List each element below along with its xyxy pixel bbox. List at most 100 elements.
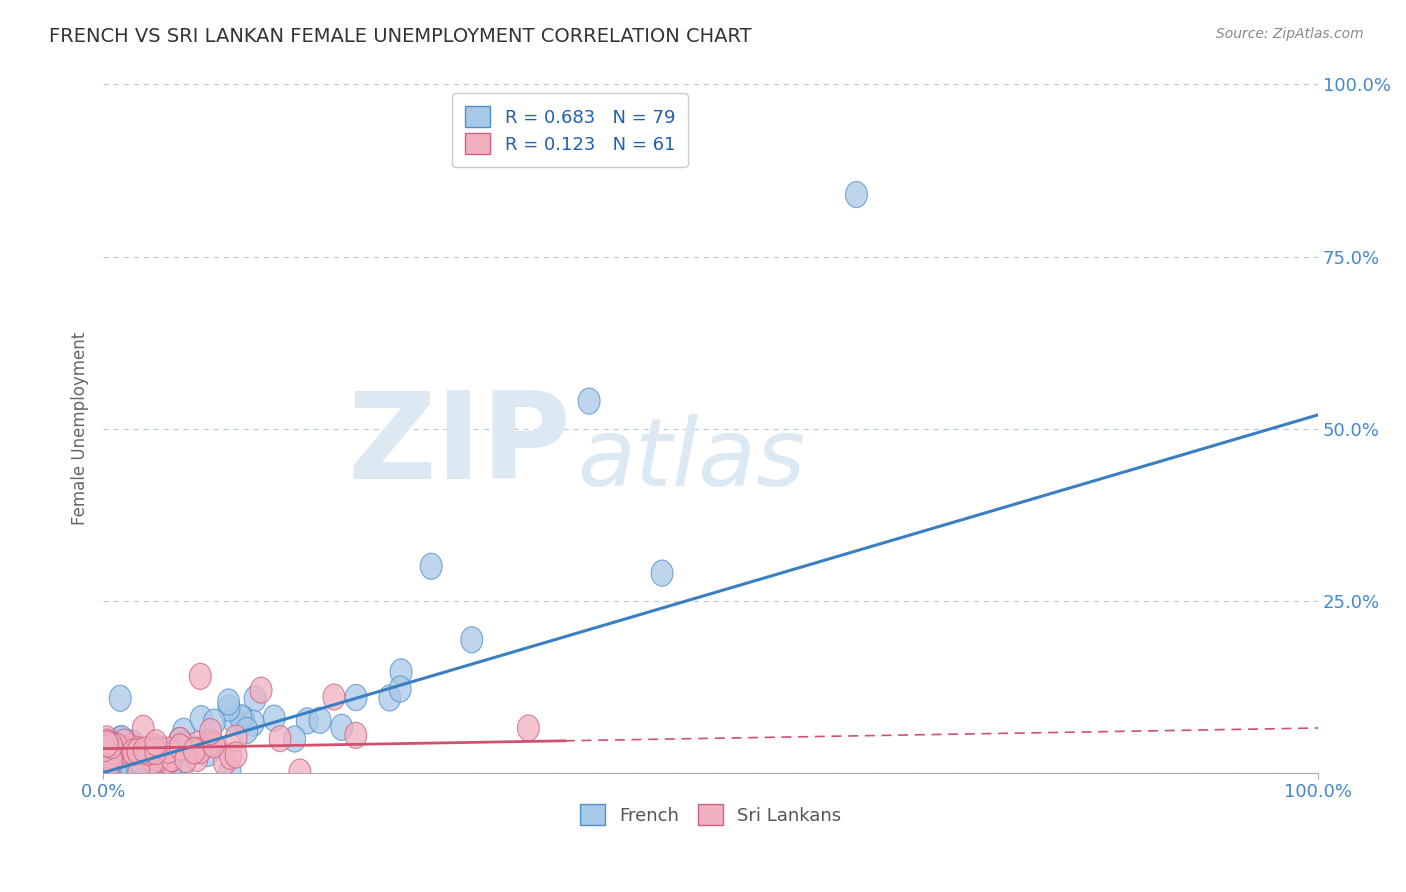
Ellipse shape <box>200 730 222 756</box>
Ellipse shape <box>224 707 245 733</box>
Ellipse shape <box>112 747 135 773</box>
Ellipse shape <box>101 758 122 784</box>
Ellipse shape <box>845 181 868 208</box>
Ellipse shape <box>94 731 117 756</box>
Ellipse shape <box>105 756 127 781</box>
Ellipse shape <box>344 684 367 711</box>
Y-axis label: Female Unemployment: Female Unemployment <box>72 332 89 525</box>
Ellipse shape <box>242 710 264 736</box>
Ellipse shape <box>200 719 222 745</box>
Ellipse shape <box>204 709 225 735</box>
Ellipse shape <box>124 756 145 782</box>
Ellipse shape <box>103 739 124 765</box>
Ellipse shape <box>225 725 247 751</box>
Legend: French, Sri Lankans: French, Sri Lankans <box>572 797 849 832</box>
Ellipse shape <box>97 729 118 756</box>
Ellipse shape <box>578 388 600 414</box>
Ellipse shape <box>263 705 285 731</box>
Ellipse shape <box>134 758 156 784</box>
Ellipse shape <box>233 706 254 732</box>
Ellipse shape <box>197 731 219 757</box>
Ellipse shape <box>105 733 128 759</box>
Ellipse shape <box>461 627 482 653</box>
Ellipse shape <box>153 751 176 777</box>
Ellipse shape <box>218 695 240 721</box>
Ellipse shape <box>96 758 117 784</box>
Ellipse shape <box>236 717 257 744</box>
Ellipse shape <box>150 736 172 763</box>
Ellipse shape <box>202 731 225 758</box>
Ellipse shape <box>517 714 540 741</box>
Ellipse shape <box>121 730 143 756</box>
Ellipse shape <box>297 708 318 734</box>
Ellipse shape <box>120 758 141 784</box>
Text: atlas: atlas <box>576 414 806 505</box>
Ellipse shape <box>96 731 117 756</box>
Ellipse shape <box>105 758 127 784</box>
Ellipse shape <box>309 707 330 733</box>
Ellipse shape <box>389 676 411 702</box>
Ellipse shape <box>269 725 291 752</box>
Ellipse shape <box>110 758 131 784</box>
Ellipse shape <box>145 736 166 762</box>
Ellipse shape <box>98 758 121 784</box>
Ellipse shape <box>169 734 191 760</box>
Ellipse shape <box>114 737 135 763</box>
Ellipse shape <box>142 747 165 774</box>
Ellipse shape <box>170 736 191 762</box>
Ellipse shape <box>197 740 218 766</box>
Ellipse shape <box>118 743 139 769</box>
Ellipse shape <box>148 746 169 772</box>
Ellipse shape <box>225 742 247 768</box>
Ellipse shape <box>134 737 155 764</box>
Ellipse shape <box>96 726 118 752</box>
Ellipse shape <box>245 686 266 712</box>
Ellipse shape <box>114 729 135 756</box>
Ellipse shape <box>160 746 183 772</box>
Ellipse shape <box>108 748 129 775</box>
Ellipse shape <box>111 755 132 780</box>
Ellipse shape <box>96 731 118 758</box>
Ellipse shape <box>125 736 148 762</box>
Ellipse shape <box>183 738 205 764</box>
Ellipse shape <box>122 739 145 764</box>
Ellipse shape <box>120 734 141 760</box>
Ellipse shape <box>323 684 344 710</box>
Ellipse shape <box>97 759 120 785</box>
Ellipse shape <box>420 553 441 579</box>
Ellipse shape <box>214 749 235 775</box>
Ellipse shape <box>184 737 207 763</box>
Ellipse shape <box>159 758 180 784</box>
Text: ZIP: ZIP <box>347 387 571 504</box>
Ellipse shape <box>145 730 167 756</box>
Ellipse shape <box>190 738 211 764</box>
Ellipse shape <box>124 747 146 772</box>
Ellipse shape <box>112 740 135 767</box>
Ellipse shape <box>96 735 118 761</box>
Ellipse shape <box>100 743 122 769</box>
Ellipse shape <box>129 748 152 775</box>
Ellipse shape <box>156 743 177 769</box>
Ellipse shape <box>190 664 211 690</box>
Text: Source: ZipAtlas.com: Source: ZipAtlas.com <box>1216 27 1364 41</box>
Ellipse shape <box>344 723 367 748</box>
Ellipse shape <box>651 560 673 586</box>
Ellipse shape <box>190 706 212 731</box>
Ellipse shape <box>111 725 134 752</box>
Ellipse shape <box>391 659 412 685</box>
Ellipse shape <box>156 747 179 773</box>
Ellipse shape <box>94 735 115 762</box>
Ellipse shape <box>145 739 167 764</box>
Ellipse shape <box>143 733 165 760</box>
Ellipse shape <box>97 741 120 767</box>
Ellipse shape <box>187 731 208 757</box>
Ellipse shape <box>122 739 145 765</box>
Ellipse shape <box>93 758 115 784</box>
Ellipse shape <box>157 737 180 764</box>
Ellipse shape <box>121 736 142 762</box>
Ellipse shape <box>172 731 194 758</box>
Ellipse shape <box>174 747 197 772</box>
Ellipse shape <box>94 739 115 765</box>
Ellipse shape <box>231 705 252 731</box>
Ellipse shape <box>142 752 163 778</box>
